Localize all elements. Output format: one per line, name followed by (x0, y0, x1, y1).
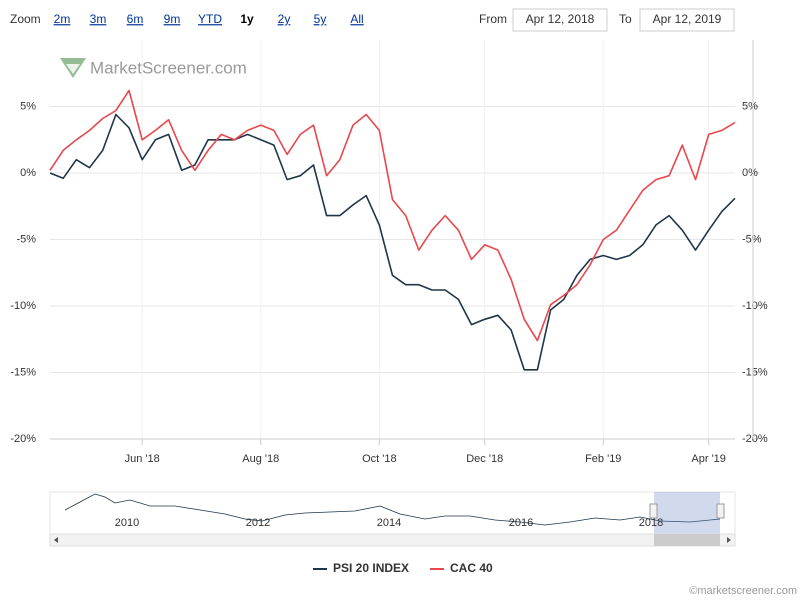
legend-label[interactable]: CAC 40 (450, 561, 493, 575)
navigator-line (64, 493, 721, 526)
legend-label[interactable]: PSI 20 INDEX (333, 561, 409, 575)
navigator-label: 2014 (377, 517, 401, 529)
zoom-button[interactable]: 6m (127, 12, 144, 26)
y-tick-label: -15% (10, 366, 36, 378)
y-tick-label: -5% (16, 233, 36, 245)
navigator-selection[interactable] (654, 492, 720, 534)
watermark: MarketScreener.com (90, 58, 247, 77)
y2-tick-label: -15% (742, 366, 768, 378)
from-value[interactable]: Apr 12, 2018 (526, 12, 595, 26)
y2-tick-label: -10% (742, 300, 768, 312)
zoom-button[interactable]: 2y (278, 12, 291, 26)
scrollbar[interactable] (49, 533, 736, 547)
zoom-button[interactable]: 2m (54, 12, 71, 26)
y2-tick-label: -5% (742, 233, 762, 245)
scroll-left[interactable] (54, 537, 58, 543)
zoom-button[interactable]: 3m (90, 12, 107, 26)
y-tick-label: -10% (10, 300, 36, 312)
y-tick-label: 5% (20, 100, 36, 112)
scroll-right[interactable] (727, 537, 731, 543)
navigator-handle[interactable] (649, 503, 658, 519)
y2-tick-label: 5% (742, 100, 758, 112)
x-tick-label: Oct '18 (362, 453, 397, 465)
zoom-button[interactable]: YTD (198, 12, 222, 26)
x-tick-label: Aug '18 (242, 453, 279, 465)
zoom-button[interactable]: All (350, 12, 363, 26)
x-tick-label: Dec '18 (466, 453, 503, 465)
from-input[interactable] (512, 8, 608, 32)
zoom-button[interactable]: 1y (240, 12, 254, 26)
to-value[interactable]: Apr 12, 2019 (653, 12, 722, 26)
x-tick-label: Jun '18 (125, 453, 160, 465)
y-tick-label: 0% (20, 167, 36, 179)
series-line (49, 89, 736, 342)
from-label: From (479, 12, 507, 26)
y2-tick-label: 0% (742, 167, 758, 179)
scrollbar-thumb[interactable] (654, 534, 720, 546)
credit: ©marketscreener.com (689, 585, 797, 597)
y2-tick-label: -20% (742, 433, 768, 445)
zoom-button[interactable]: 9m (164, 12, 181, 26)
x-tick-label: Feb '19 (585, 453, 621, 465)
zoom-label: Zoom (10, 12, 41, 26)
navigator-label: 2016 (509, 517, 533, 529)
navigator-label: 2012 (246, 517, 270, 529)
series-line (49, 113, 736, 371)
navigator[interactable] (49, 491, 736, 535)
navigator-label: 2010 (115, 517, 139, 529)
to-input[interactable] (639, 8, 735, 32)
navigator-label: 2018 (639, 517, 663, 529)
x-tick-label: Apr '19 (691, 453, 726, 465)
navigator-handle[interactable] (716, 503, 725, 519)
zoom-button[interactable]: 5y (314, 12, 327, 26)
watermark-logo (60, 58, 86, 78)
y-tick-label: -20% (10, 433, 36, 445)
to-label: To (619, 12, 632, 26)
